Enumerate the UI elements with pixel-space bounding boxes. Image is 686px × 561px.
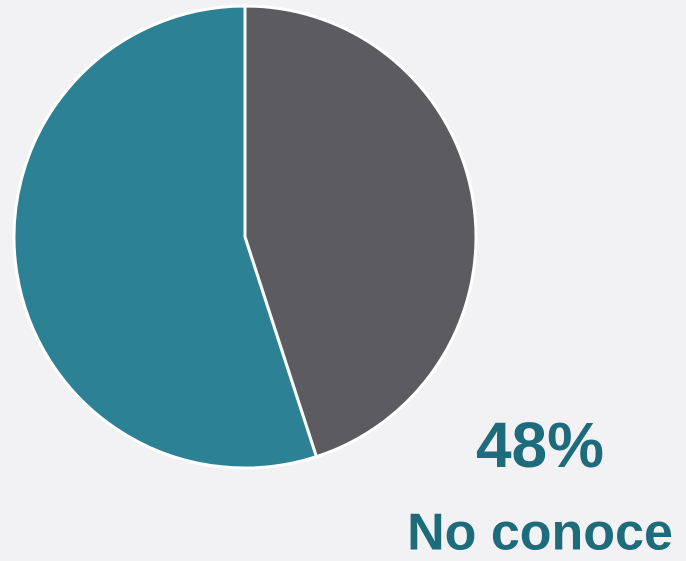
annotation-label: No conoce (407, 504, 673, 561)
annotation-value: 48% (476, 409, 604, 481)
pie-slice (12, 4, 318, 470)
pie (12, 4, 478, 470)
pie-slice (243, 4, 478, 459)
